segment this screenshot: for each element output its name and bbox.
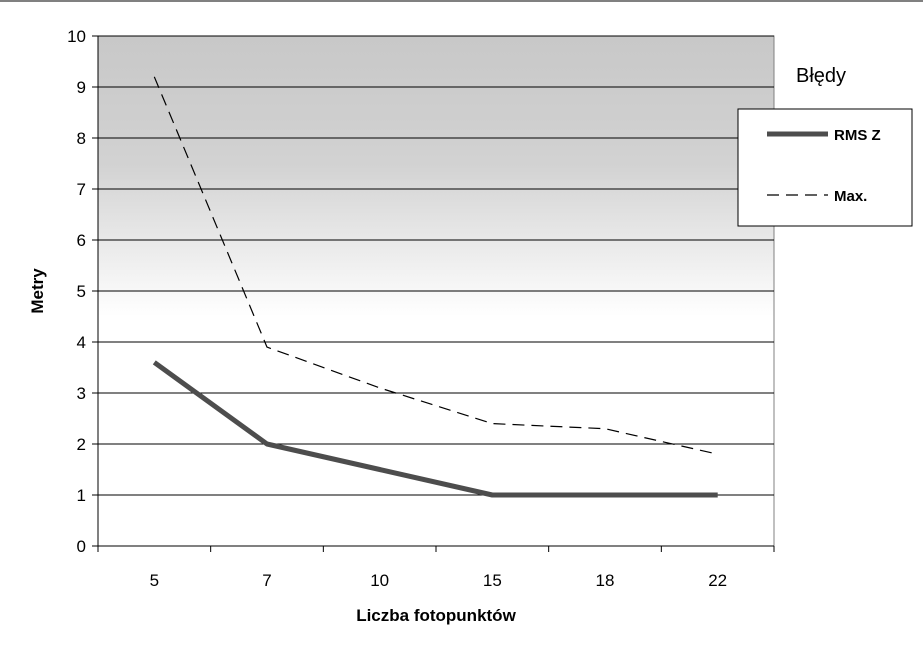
x-tick-label: 22	[708, 571, 727, 590]
y-tick-label: 9	[77, 78, 86, 97]
y-axis-title: Metry	[28, 268, 47, 314]
series-line-rms-z	[152, 360, 718, 498]
x-axis-ticks: 5 7 10 15 18 22	[97, 546, 775, 590]
y-tick-label: 2	[77, 435, 86, 454]
y-tick-label: 5	[77, 282, 86, 301]
x-tick-label: 5	[150, 571, 159, 590]
x-axis-title: Liczba fotopunktów	[356, 606, 516, 625]
legend-title: Błędy	[796, 65, 846, 87]
legend-label-max: Max.	[834, 188, 867, 205]
legend-box	[737, 108, 913, 227]
y-tick-label: 10	[67, 27, 86, 46]
y-tick-label: 1	[77, 486, 86, 505]
y-tick-label: 4	[77, 333, 86, 352]
y-tick-label: 3	[77, 384, 86, 403]
series-lines	[152, 76, 718, 498]
y-tick-label: 8	[77, 129, 86, 148]
legend: RMS Z Max.	[737, 108, 913, 227]
legend-label-rms-z: RMS Z	[834, 127, 881, 144]
x-tick-label: 7	[262, 571, 271, 590]
gridlines	[98, 35, 774, 496]
x-tick-label: 10	[370, 571, 389, 590]
y-axis-ticks: 0 1 2 3 4 5 6 7 8 9 10	[67, 27, 98, 556]
x-tick-label: 15	[483, 571, 502, 590]
y-tick-label: 6	[77, 231, 86, 250]
y-tick-label: 0	[77, 537, 86, 556]
x-tick-label: 18	[596, 571, 615, 590]
y-tick-label: 7	[77, 180, 86, 199]
